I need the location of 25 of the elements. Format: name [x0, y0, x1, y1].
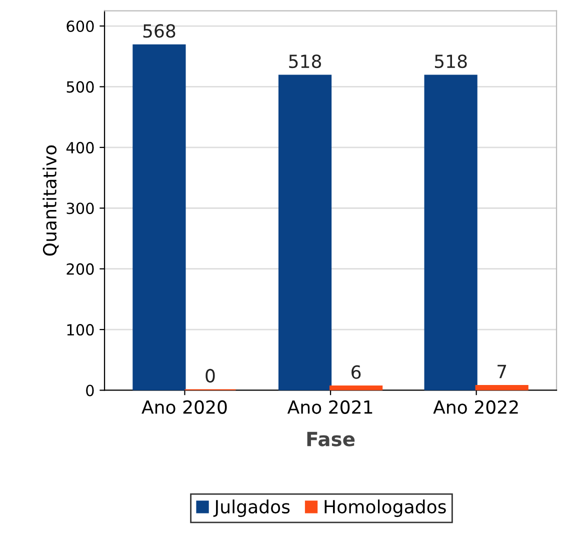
- bar: [132, 44, 186, 390]
- data-label: 7: [498, 364, 506, 378]
- legend-label: Homologados: [324, 500, 446, 518]
- x-tick-label: Ano 2022: [433, 400, 518, 414]
- data-label: 518: [289, 54, 322, 68]
- y-tick-label: 0: [86, 384, 94, 396]
- y-tick-label: 600: [66, 20, 94, 32]
- y-tick-label: 400: [66, 142, 94, 154]
- bar: [329, 386, 383, 390]
- bar: [278, 74, 332, 390]
- data-label: 0: [206, 368, 215, 383]
- y-tick-label: 300: [66, 202, 94, 214]
- x-tick-label: Ano 2021: [287, 400, 372, 414]
- x-tick-label: Ano 2020: [142, 400, 227, 414]
- bar: [424, 74, 478, 390]
- y-tick-label: 100: [67, 324, 94, 336]
- legend-label: Julgados: [213, 500, 290, 518]
- data-label: 518: [434, 54, 467, 68]
- data-label: 6: [352, 365, 361, 379]
- y-tick-label: 200: [66, 263, 94, 275]
- x-axis-title: Fase: [307, 432, 355, 446]
- bar: [475, 384, 528, 390]
- y-tick-label: 500: [66, 81, 94, 93]
- data-label: 568: [143, 24, 176, 38]
- y-axis-title: Quantitativo: [42, 145, 59, 256]
